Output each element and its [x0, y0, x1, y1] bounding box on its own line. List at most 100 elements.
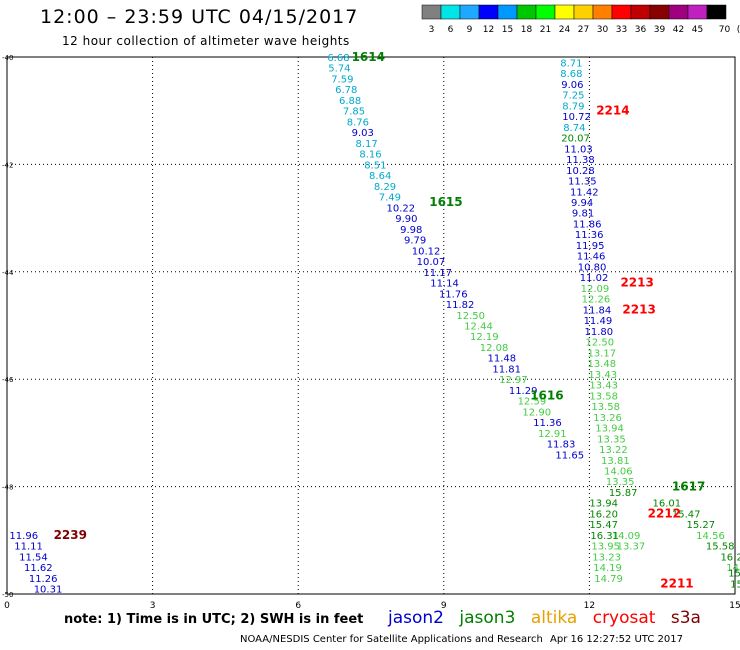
swh-point: 12.44	[464, 322, 493, 333]
swh-point: 8.29	[374, 182, 396, 193]
swh-point: 11.80	[585, 327, 614, 338]
swh-point: 13.17	[587, 348, 616, 359]
swh-point: 8.51	[364, 160, 386, 171]
swh-point: 11.17	[423, 268, 452, 279]
swh-point: 8.17	[355, 139, 377, 150]
y-tick-label: -50	[2, 591, 13, 599]
scale-label: 21	[540, 25, 551, 35]
swh-point: 9.98	[400, 225, 422, 236]
swh-point: 12.19	[470, 332, 499, 343]
swh-point: 11.65	[555, 450, 584, 461]
swh-point: 10.80	[578, 262, 607, 273]
x-tick-label: 12	[584, 601, 595, 611]
swh-point: 13.94	[595, 424, 624, 435]
swh-point: 13.22	[599, 445, 628, 456]
scale-label: (ft)	[737, 25, 740, 35]
swh-point: 11.84	[583, 305, 612, 316]
pass-label: 1614	[352, 50, 385, 64]
swh-point: 10.31	[34, 585, 63, 596]
y-tick-label: -48	[2, 484, 13, 492]
swh-point: 8.76	[347, 117, 369, 128]
pass-label: 2212	[648, 506, 681, 520]
pass-label: 2211	[660, 576, 693, 590]
swh-point: 9.90	[395, 214, 417, 225]
swh-point: 11.86	[573, 219, 602, 230]
swh-point: 8.16	[359, 150, 381, 161]
swh-point: 11.36	[533, 418, 562, 429]
swh-point: 13.35	[597, 434, 626, 445]
swh-point: 14.56	[696, 531, 725, 542]
chart-title: 12:00 – 23:59 UTC 04/15/2017	[40, 6, 359, 28]
scale-label: 15	[502, 25, 513, 35]
swh-point: 11.49	[584, 316, 613, 327]
swh-point: 11.81	[492, 364, 521, 375]
swh-point: 6.78	[335, 85, 357, 96]
swh-point: 12.50	[586, 338, 615, 349]
swh-point: 12.97	[499, 375, 528, 386]
swh-point: 11.48	[487, 354, 516, 365]
x-tick-label: 6	[295, 601, 301, 611]
swh-point: 11.03	[564, 144, 593, 155]
swh-point: 15.87	[609, 488, 638, 499]
swh-point: 8.79	[562, 101, 584, 112]
scale-label: 24	[559, 25, 571, 35]
swh-point: 11.76	[439, 289, 468, 300]
swh-point: 12.90	[522, 407, 551, 418]
swh-point: 15.47	[672, 509, 701, 520]
swh-point: 5.74	[328, 64, 350, 75]
y-tick-label: -46	[2, 376, 14, 384]
swh-point: 15	[728, 569, 740, 580]
swh-point: 11.35	[568, 177, 597, 188]
swh-point: 15.47	[589, 520, 618, 531]
satellite-legend: jason2 jason3 altika cryosat s3a	[388, 608, 711, 628]
swh-point: 11.46	[577, 252, 606, 263]
swh-point: 10.22	[387, 203, 416, 214]
swh-point: 7.49	[379, 193, 401, 204]
swh-point: 10.07	[417, 257, 446, 268]
x-tick-label: 0	[4, 601, 10, 611]
scale-label: 70	[719, 25, 731, 35]
swh-point: 12.09	[581, 284, 610, 295]
swh-point: 7.85	[343, 107, 365, 118]
swh-point: 11.42	[570, 187, 599, 198]
swh-point: 11.14	[430, 279, 459, 290]
y-tick-label: -40	[2, 54, 13, 62]
swh-point: 12.50	[456, 311, 485, 322]
swh-point: 9.06	[561, 80, 583, 91]
pass-label: 2213	[620, 276, 653, 290]
legend-s3a: s3a	[670, 608, 701, 628]
legend-cryosat: cryosat	[592, 608, 656, 628]
swh-point: 7.59	[331, 74, 353, 85]
plot-frame	[6, 56, 736, 595]
swh-point: 13.43	[588, 370, 617, 381]
scale-label: 36	[635, 25, 647, 35]
swh-point: 14.09	[612, 531, 641, 542]
scale-label: 12	[483, 25, 494, 35]
swh-point: 20.07	[561, 134, 590, 145]
pass-label: 2239	[54, 528, 87, 542]
swh-point: 14.1	[726, 563, 740, 574]
swh-point: 11.29	[509, 386, 538, 397]
swh-point: 11.62	[24, 563, 53, 574]
swh-point: 8.71	[560, 58, 582, 69]
swh-point: 11.11	[14, 542, 43, 553]
swh-point: 13.58	[591, 402, 620, 413]
scale-label: 3	[429, 25, 435, 35]
swh-point: 13.94	[589, 499, 618, 510]
y-tick-label: -44	[2, 269, 14, 277]
swh-point: 7.25	[562, 91, 584, 102]
swh-point: 11.83	[547, 440, 576, 451]
swh-point: 13.37	[617, 542, 646, 553]
swh-point: 15.27	[686, 520, 715, 531]
scale-swatch	[706, 4, 727, 20]
pass-label: 2213	[622, 302, 655, 316]
swh-point: 9.03	[352, 128, 374, 139]
swh-point: 10.28	[566, 166, 595, 177]
swh-point: 14.19	[593, 563, 622, 574]
pass-label: 1616	[530, 388, 563, 402]
swh-point: 9.94	[571, 198, 593, 209]
swh-point: 8.74	[563, 123, 585, 134]
scale-label: 30	[597, 25, 609, 35]
